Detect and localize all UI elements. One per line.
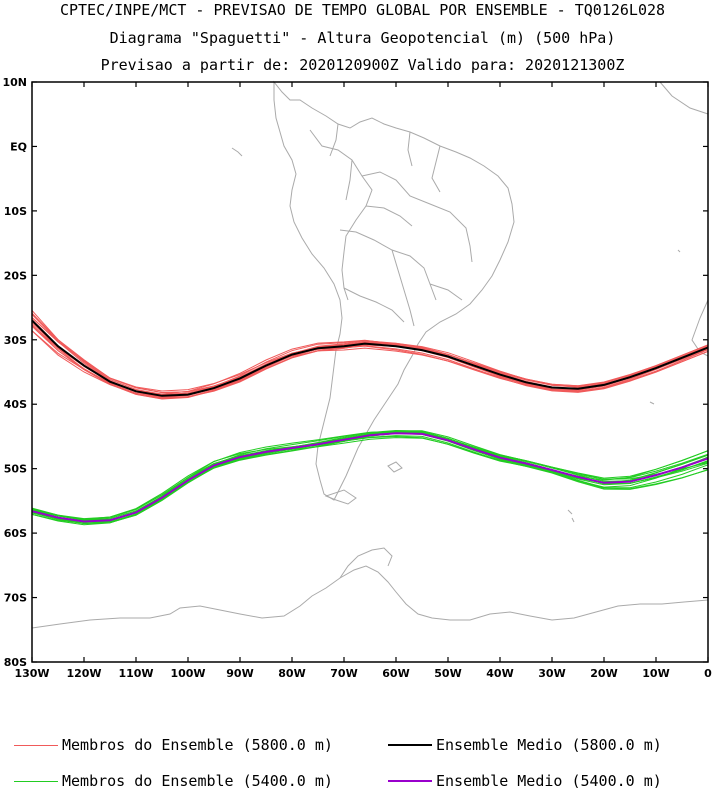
- ensemble-mean-curves: [31, 319, 709, 523]
- lat-tick-label: EQ: [10, 140, 27, 153]
- member-curve-5400: [31, 432, 709, 521]
- lon-tick-label: 100W: [170, 667, 205, 680]
- lat-tick-label: 10N: [2, 76, 27, 89]
- member-curve-5800: [31, 317, 709, 392]
- member-curve-5400: [31, 431, 709, 524]
- lon-tick-label: 110W: [118, 667, 153, 680]
- member-curve-5400: [31, 430, 709, 521]
- legend-label-mean-5400: Ensemble Medio (5400.0 m): [436, 772, 662, 790]
- lon-tick-label: 20W: [590, 667, 617, 680]
- member-curve-5800: [31, 313, 709, 394]
- title-line-2: Diagrama "Spaguetti" - Altura Geopotenci…: [109, 29, 616, 47]
- lat-tick-label: 30S: [4, 334, 27, 347]
- falkland-islands: [387, 461, 403, 473]
- member-curve-5400: [31, 430, 709, 521]
- ensemble-members-5400: [31, 429, 709, 526]
- lon-tick-label: 50W: [434, 667, 461, 680]
- mean-curve-5800: [31, 319, 709, 397]
- lat-tick-label: 70S: [4, 592, 27, 605]
- legend-swatch-mean-5400: [388, 780, 432, 782]
- legend-swatch-members-5800: [14, 744, 58, 746]
- lon-tick-label: 80W: [278, 667, 305, 680]
- member-curve-5400: [31, 431, 709, 523]
- legend-members-5800: Membros do Ensemble (5800.0 m): [14, 735, 333, 755]
- legend-label-members-5400: Membros do Ensemble (5400.0 m): [62, 772, 333, 790]
- antarctica-coast: [31, 565, 709, 629]
- lon-tick-label: 40W: [486, 667, 513, 680]
- legend-swatch-mean-5800: [388, 744, 432, 746]
- lon-tick-label: 70W: [330, 667, 357, 680]
- legend-mean-5400: Ensemble Medio (5400.0 m): [388, 771, 662, 791]
- latitude-labels: 10N EQ 10S 20S 30S 40S 50S 60S 70S 80S: [2, 76, 27, 669]
- lon-tick-label: 10W: [642, 667, 669, 680]
- lon-tick-label: 30W: [538, 667, 565, 680]
- map-frame: [31, 81, 709, 663]
- legend-label-mean-5800: Ensemble Medio (5800.0 m): [436, 736, 662, 754]
- lat-tick-label: 20S: [4, 269, 27, 282]
- islands: [231, 147, 681, 523]
- legend-label-members-5800: Membros do Ensemble (5800.0 m): [62, 736, 333, 754]
- mean-curve-5400: [31, 432, 709, 523]
- axis-ticks: [31, 81, 709, 663]
- lat-tick-label: 10S: [4, 205, 27, 218]
- title-line-1: CPTEC/INPE/MCT - PREVISAO DE TEMPO GLOBA…: [59, 1, 666, 19]
- lon-tick-label: 90W: [226, 667, 253, 680]
- country-borders: [309, 123, 473, 327]
- member-curve-5400: [31, 435, 709, 520]
- coastline-layer: [31, 80, 709, 629]
- member-curve-5800: [31, 317, 709, 394]
- legend-swatch-members-5400: [14, 780, 58, 782]
- south-america-coast: [273, 80, 515, 501]
- title-line-3: Previsao a partir de: 2020120900Z Valido…: [100, 56, 625, 74]
- lat-tick-label: 50S: [4, 463, 27, 476]
- africa-coast: [659, 81, 709, 357]
- longitude-labels: 130W 120W 110W 100W 90W 80W 70W 60W 50W 40W 30W 20W…: [14, 667, 712, 680]
- lat-tick-label: 60S: [4, 527, 27, 540]
- antarctic-peninsula: [339, 547, 393, 579]
- ensemble-members-5800: [31, 310, 709, 400]
- lon-tick-label: 0: [704, 667, 712, 680]
- lon-tick-label: 130W: [14, 667, 49, 680]
- lat-tick-label: 40S: [4, 398, 27, 411]
- lon-tick-label: 60W: [382, 667, 409, 680]
- tierra-del-fuego: [324, 489, 357, 505]
- legend-members-5400: Membros do Ensemble (5400.0 m): [14, 771, 333, 791]
- lat-tick-label: 80S: [4, 656, 27, 669]
- lon-tick-label: 120W: [66, 667, 101, 680]
- legend-mean-5800: Ensemble Medio (5800.0 m): [388, 735, 662, 755]
